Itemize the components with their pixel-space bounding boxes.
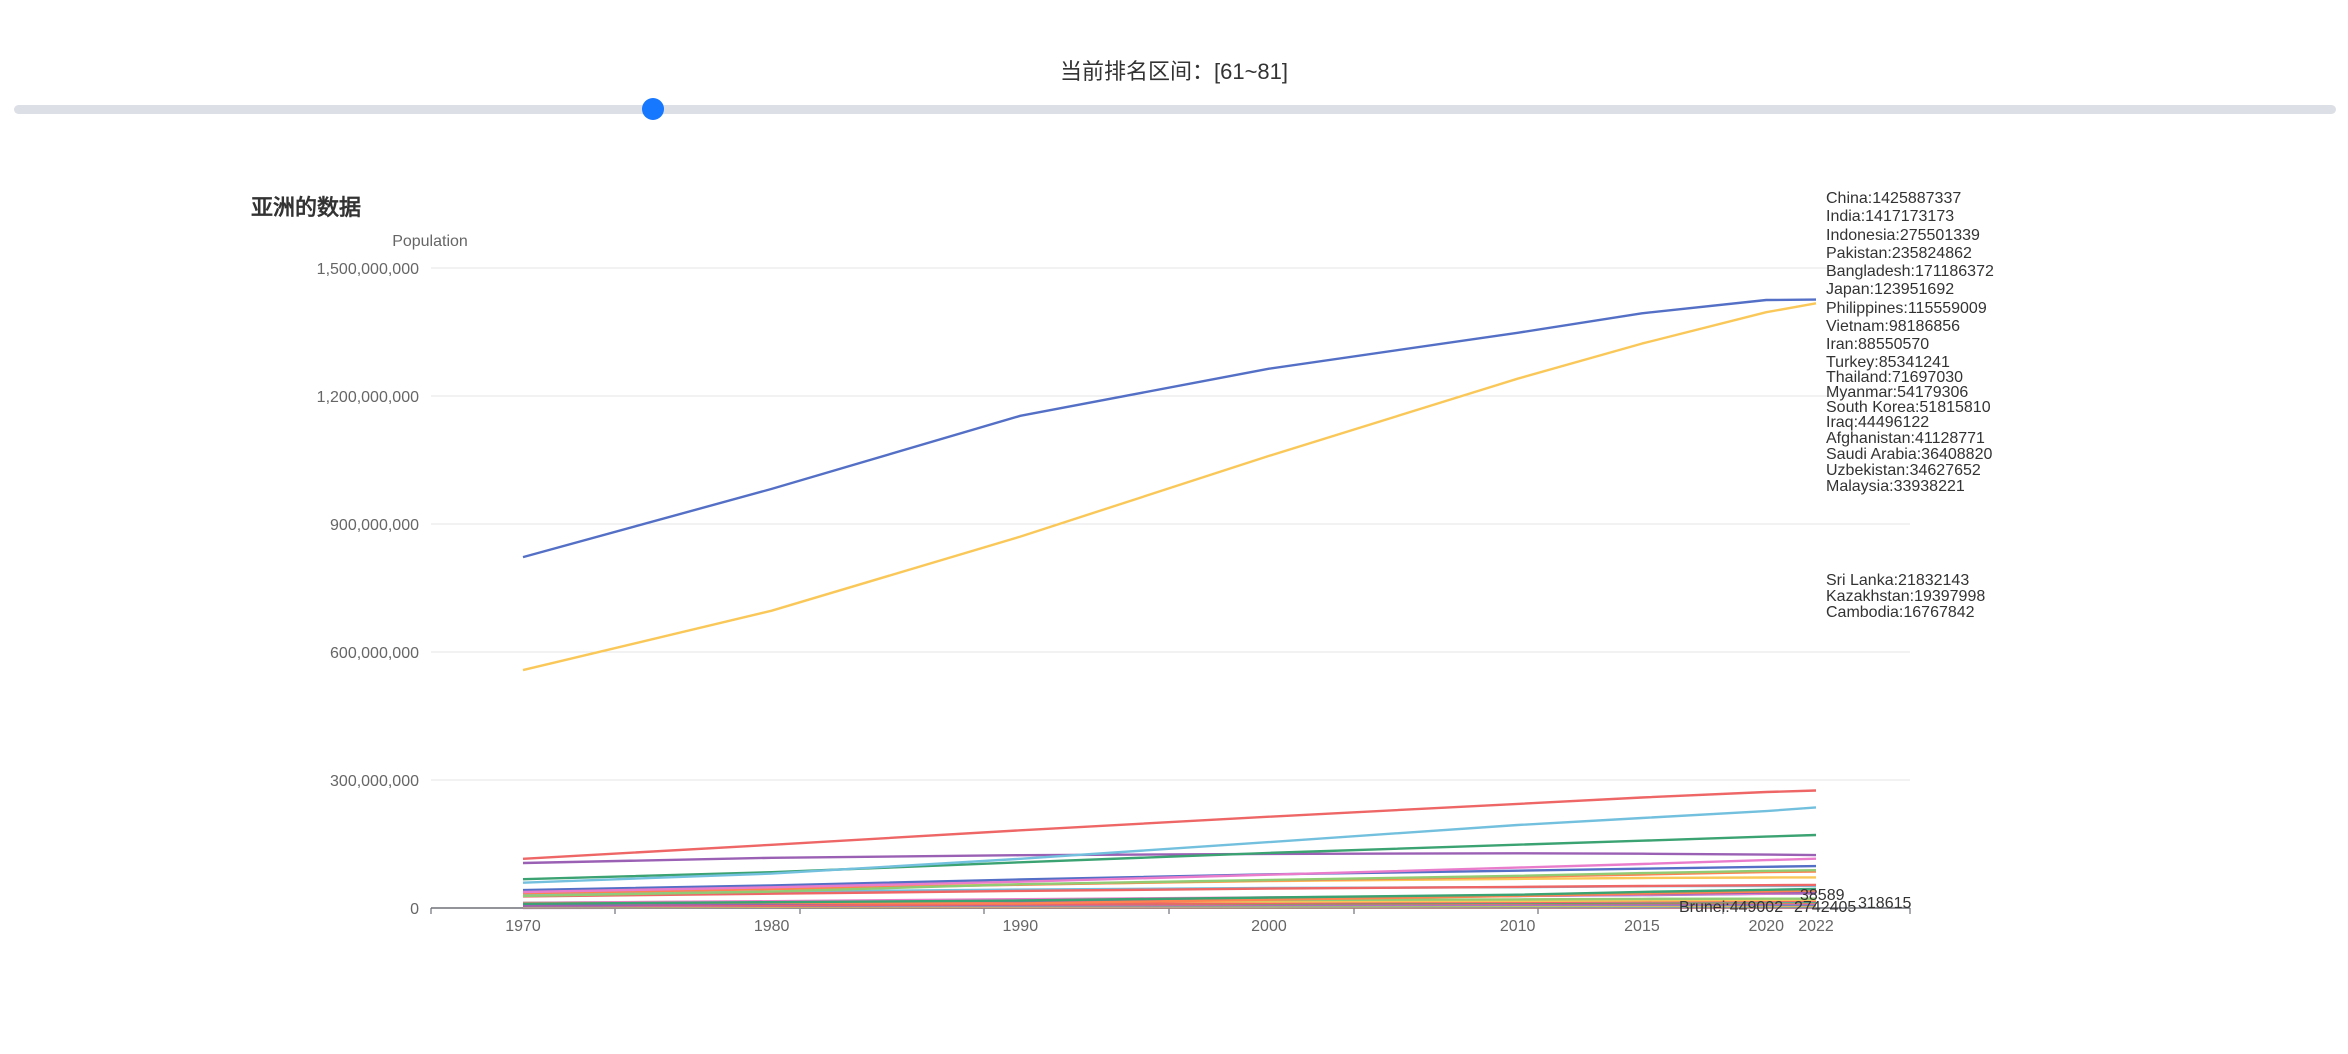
- y-tick-label: 0: [410, 901, 419, 918]
- series-line: [523, 303, 1816, 670]
- overlap-label: 318615: [1858, 895, 1911, 912]
- end-label: Uzbekistan:34627652: [1826, 462, 1981, 479]
- grid-lines: [431, 268, 1910, 780]
- overlap-label: 38589: [1800, 887, 1845, 904]
- end-label: Cambodia:16767842: [1826, 604, 1975, 621]
- end-label: Iran:88550570: [1826, 336, 1929, 353]
- end-label: India:1417173173: [1826, 208, 1954, 225]
- series-line: [523, 853, 1816, 863]
- series-line: [523, 300, 1816, 557]
- x-tick-label: 1970: [505, 918, 541, 935]
- x-tick-label: 1980: [754, 918, 790, 935]
- end-label: Saudi Arabia:36408820: [1826, 446, 1992, 463]
- end-label: Afghanistan:41128771: [1826, 430, 1985, 447]
- series-lines: [523, 300, 1816, 908]
- end-label: Japan:123951692: [1826, 281, 1954, 298]
- y-axis-ticks: 0 300,000,000 600,000,000 900,000,000 1,200,…: [317, 261, 419, 918]
- end-label: Iraq:44496122: [1826, 414, 1929, 431]
- y-tick-label: 600,000,000: [330, 645, 419, 662]
- end-label: Pakistan:235824862: [1826, 245, 1972, 262]
- series-line: [523, 807, 1816, 882]
- x-tick-label: 2020: [1748, 918, 1784, 935]
- x-tick-label: 2015: [1624, 918, 1660, 935]
- end-label: Malaysia:33938221: [1826, 478, 1965, 495]
- end-label: Bangladesh:171186372: [1826, 263, 1994, 280]
- end-label: Sri Lanka:21832143: [1826, 572, 1969, 589]
- end-label: Vietnam:98186856: [1826, 318, 1960, 335]
- x-tick-label: 1990: [1003, 918, 1039, 935]
- x-tick-label: 2000: [1251, 918, 1287, 935]
- x-tick-label: 2022: [1798, 918, 1834, 935]
- y-tick-label: 1,200,000,000: [317, 389, 419, 406]
- end-label: Indonesia:275501339: [1826, 227, 1980, 244]
- overlap-label: Brunei:449002: [1679, 899, 1783, 916]
- y-tick-label: 300,000,000: [330, 773, 419, 790]
- x-tick-label: 2010: [1500, 918, 1536, 935]
- end-label: China:1425887337: [1826, 190, 1961, 207]
- y-tick-label: 900,000,000: [330, 517, 419, 534]
- end-label: Kazakhstan:19397998: [1826, 588, 1985, 605]
- y-axis-label: Population: [392, 233, 468, 250]
- end-label: Philippines:115559009: [1826, 300, 1987, 317]
- y-tick-label: 1,500,000,000: [317, 261, 419, 278]
- chart-title: 亚洲的数据: [251, 195, 361, 220]
